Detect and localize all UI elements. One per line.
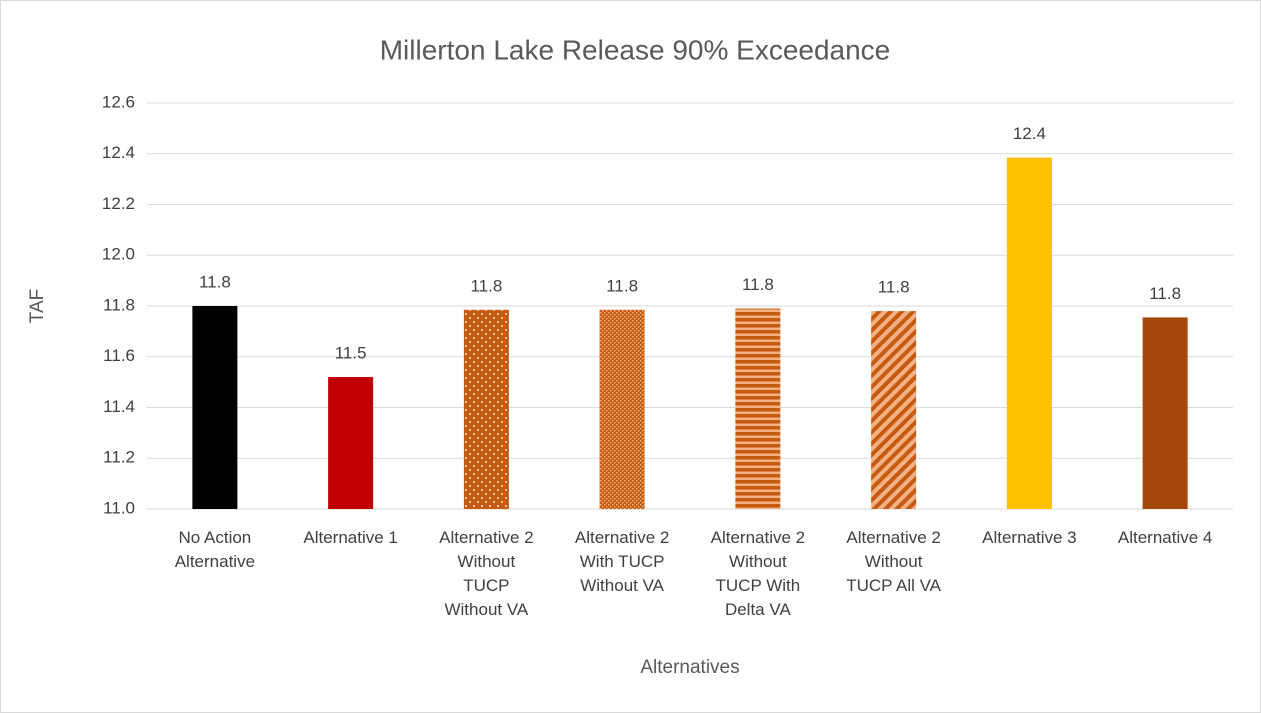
y-tick-label: 11.8 xyxy=(103,295,135,314)
bar xyxy=(735,308,781,509)
bar xyxy=(328,377,374,509)
data-label: 11.8 xyxy=(878,278,910,297)
y-tick-label: 12.2 xyxy=(102,194,135,213)
y-tick-label: 12.0 xyxy=(102,245,135,264)
x-tick-label: Alternative 1 xyxy=(303,528,398,547)
chart-title: Millerton Lake Release 90% Exceedance xyxy=(380,34,891,65)
bar xyxy=(1006,157,1052,509)
y-tick-label: 12.6 xyxy=(102,92,135,111)
bar xyxy=(599,309,645,509)
bar xyxy=(871,311,917,509)
y-axis-title: TAF xyxy=(27,289,48,323)
x-tick-label: Alternative 2 Without TUCP Without VA xyxy=(439,528,534,619)
data-label: 11.8 xyxy=(1149,284,1181,303)
x-tick-label: Alternative 2 Without TUCP All VA xyxy=(846,528,942,595)
bar xyxy=(192,306,238,509)
data-label: 11.8 xyxy=(199,272,231,291)
data-label: 11.5 xyxy=(335,344,367,363)
data-label: 11.8 xyxy=(470,276,502,295)
x-tick-label: Alternative 2 With TUCP Without VA xyxy=(574,528,670,595)
x-axis-title: Alternatives xyxy=(640,657,739,678)
y-tick-label: 12.4 xyxy=(102,143,135,162)
bar xyxy=(1142,317,1188,509)
y-tick-label: 11.4 xyxy=(103,397,135,416)
y-tick-label: 11.2 xyxy=(103,448,135,467)
x-tick-label: Alternative 3 xyxy=(982,528,1077,547)
data-label: 11.8 xyxy=(606,276,638,295)
bar xyxy=(463,309,509,509)
x-tick-label: Alternative 2 Without TUCP With Delta VA xyxy=(710,528,806,619)
x-tick-label: No Action Alternative xyxy=(174,528,256,571)
y-tick-label: 11.6 xyxy=(103,346,135,365)
y-tick-label: 11.0 xyxy=(103,498,135,517)
data-label: 12.4 xyxy=(1013,124,1046,143)
x-tick-label: Alternative 4 xyxy=(1117,528,1213,547)
data-label: 11.8 xyxy=(742,275,774,294)
